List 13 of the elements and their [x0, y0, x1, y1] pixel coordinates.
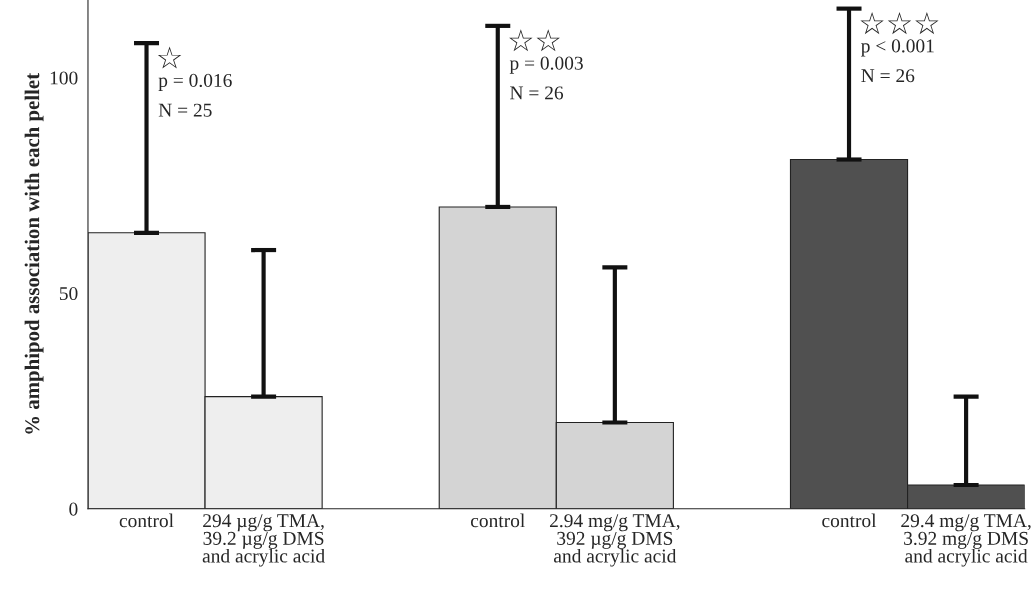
y-tick-label: 50 — [59, 286, 78, 301]
annotation: ☆☆☆ p < 0.001 N = 26 — [860, 11, 939, 83]
annotation: ☆☆ p = 0.003 N = 26 — [509, 29, 583, 100]
x-tick-label: 29.4 mg/g TMA, 3.92 mg/g DMS and acrylic acid — [901, 514, 1031, 567]
y-axis-title: % amphipod association with each pellet — [24, 73, 44, 434]
x-tick-label: 2.94 mg/g TMA, 392 µg/g DMS and acrylic acid — [549, 514, 680, 567]
x-tick-label: control — [119, 513, 174, 528]
y-tick-label: 0 — [69, 502, 78, 516]
x-tick-label: 294 µg/g TMA, 39.2 µg/g DMS and acrylic acid — [202, 514, 325, 567]
x-tick-label: control — [470, 513, 525, 528]
x-tick-label: control — [822, 513, 877, 528]
annotation: ☆ p = 0.016 N = 25 — [157, 46, 232, 117]
y-tick-label: 100 — [50, 71, 78, 85]
